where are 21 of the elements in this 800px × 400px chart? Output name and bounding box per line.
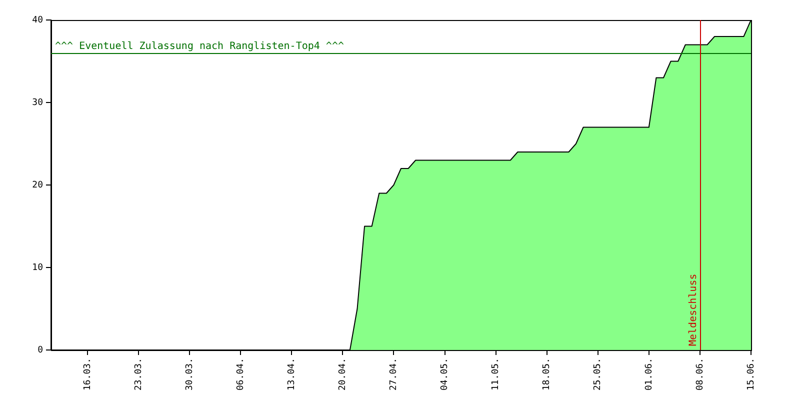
x-tick-label: 01.06. [644,358,654,391]
x-tick-label: 13.04. [286,358,297,391]
y-tick-label: 10 [32,262,43,273]
x-tick-label: 08.06. [695,358,706,391]
x-tick-label: 30.03. [184,358,195,391]
ref-line-label: ^^^ Eventuell Zulassung nach Ranglisten-Top4 ^^^ [55,41,344,52]
x-tick-label: 27.04. [389,358,400,391]
y-tick-label: 30 [32,98,43,108]
ref-line-label: Meldeschluss [688,274,700,346]
x-tick-label: 25.05. [593,358,604,391]
x-tick-label: 18.05. [542,358,552,391]
x-tick-label: 06.04. [236,358,246,391]
y-tick-label: 20 [32,180,43,190]
x-tick-label: 15.06. [746,358,756,391]
x-tick-label: 16.03. [82,358,93,391]
x-tick-label: 20.04. [338,358,348,391]
y-tick-label: 40 [32,15,43,26]
y-tick-label: 0 [38,345,43,356]
x-tick-label: 04.05. [440,358,450,391]
x-tick-label: 11.05. [491,358,502,391]
x-tick-label: 23.03. [134,358,144,391]
